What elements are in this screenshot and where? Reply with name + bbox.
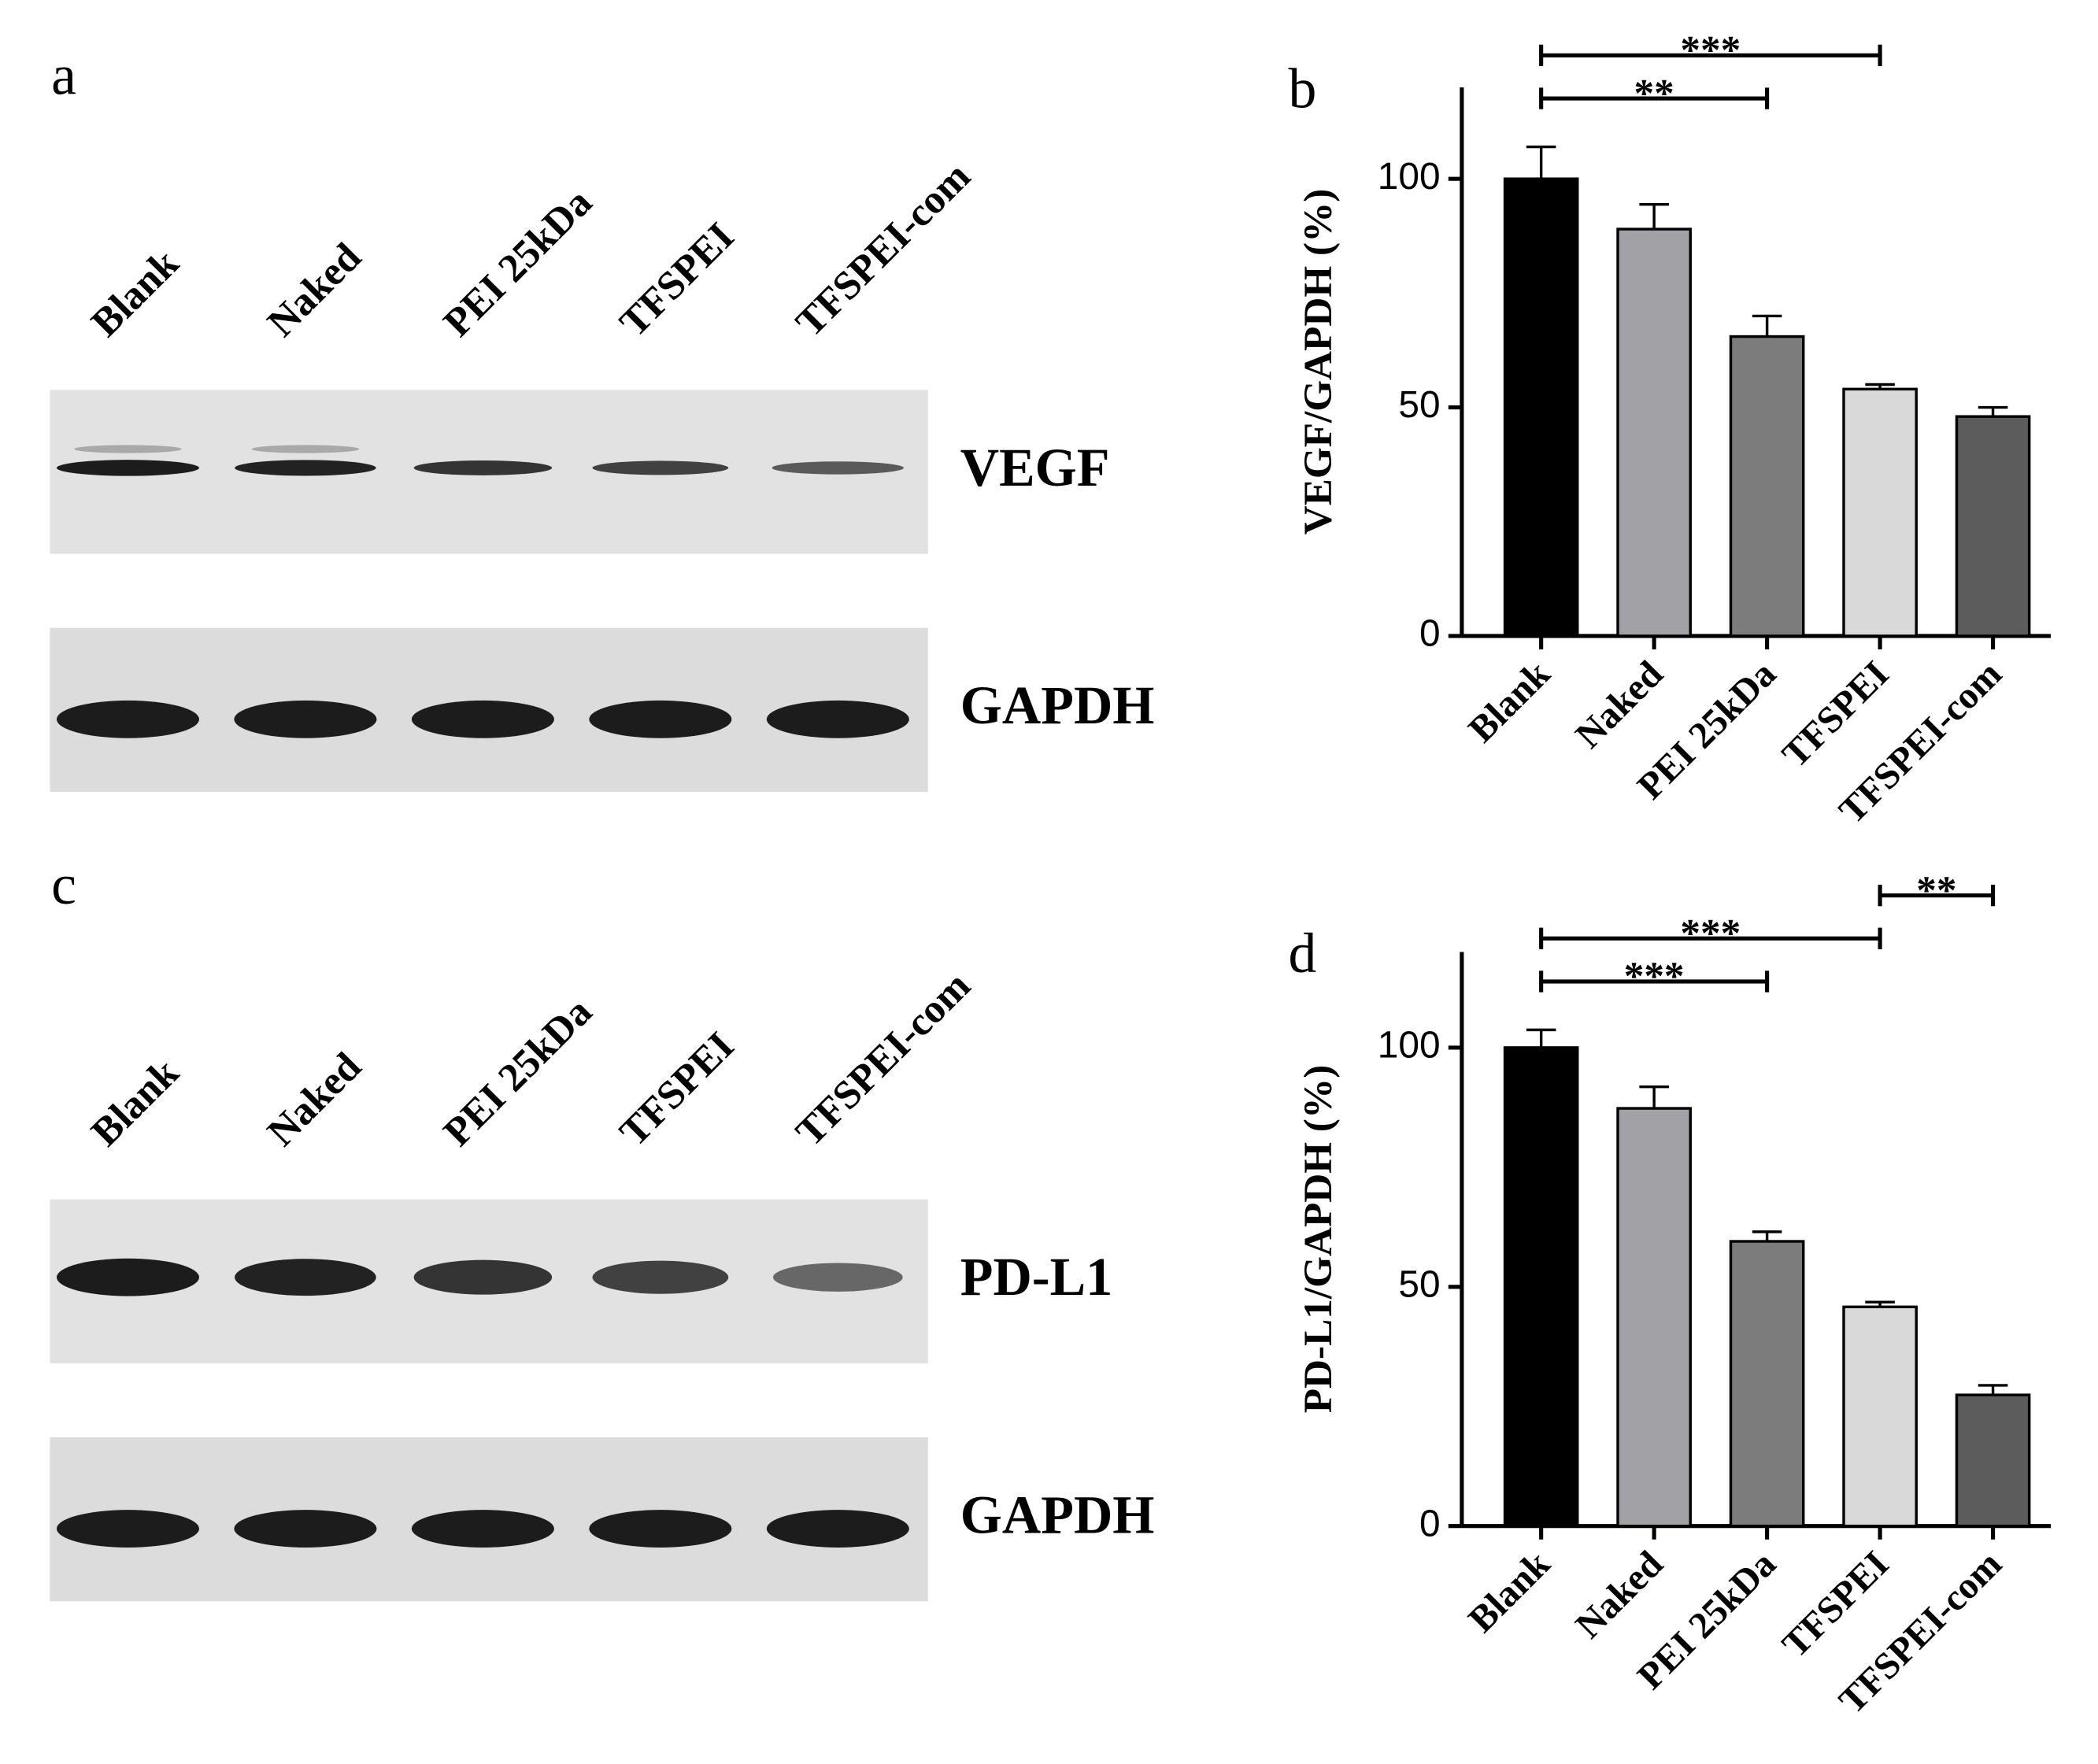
blot-band (771, 461, 905, 475)
significance-label: ** (1634, 71, 1674, 116)
blot-band (56, 1258, 199, 1296)
bar (1729, 335, 1805, 638)
blot-label: VEGF (960, 438, 1110, 497)
blot-band (589, 700, 732, 738)
blot-band (234, 700, 377, 738)
y-tick-label: 100 (1378, 156, 1441, 198)
panel-label: a (51, 44, 76, 107)
panel-label: d (1289, 922, 1317, 985)
significance-label: *** (1680, 28, 1741, 73)
blot-band (235, 1259, 376, 1296)
y-tick-label: 50 (1398, 384, 1440, 426)
y-axis-label: PD-L1/GAPDH (%) (1296, 1065, 1341, 1414)
blot-label: GAPDH (960, 1485, 1155, 1545)
blot-band (773, 1263, 903, 1292)
blot-band (592, 1260, 729, 1294)
significance-label: *** (1624, 954, 1685, 999)
blot-band (592, 460, 729, 475)
blot-band (766, 1510, 909, 1548)
blot-band (589, 1510, 732, 1548)
blot-band (56, 1510, 199, 1548)
panel-label: c (51, 853, 76, 916)
blot-band (413, 460, 553, 475)
y-tick-label: 50 (1398, 1263, 1440, 1305)
bar (1842, 387, 1918, 638)
bar (1503, 1046, 1579, 1528)
bar (1503, 177, 1579, 638)
significance-label: *** (1680, 911, 1741, 956)
blot-band (56, 700, 199, 738)
y-tick-label: 100 (1378, 1025, 1441, 1067)
blot-band (411, 700, 554, 738)
blot-band (766, 700, 909, 738)
y-tick-label: 0 (1419, 613, 1441, 655)
blot-band (251, 445, 360, 453)
blot-label: GAPDH (960, 675, 1155, 735)
bar (1729, 1240, 1805, 1528)
blot-band (74, 445, 182, 453)
blot-label: PD-L1 (960, 1247, 1113, 1307)
bar (1955, 1393, 2031, 1528)
blot-band (411, 1510, 554, 1548)
bar (1955, 415, 2031, 638)
blot-band (235, 460, 376, 476)
bar (1616, 227, 1692, 638)
blot-band (234, 1510, 377, 1548)
bar (1842, 1305, 1918, 1528)
panel-label: b (1289, 57, 1317, 120)
bar (1616, 1107, 1692, 1528)
significance-label: ** (1916, 868, 1956, 913)
y-axis-label: VEGF/GAPDH (%) (1296, 189, 1341, 535)
blot-band (56, 460, 199, 476)
blot-band (413, 1259, 553, 1295)
y-tick-label: 0 (1419, 1503, 1441, 1544)
